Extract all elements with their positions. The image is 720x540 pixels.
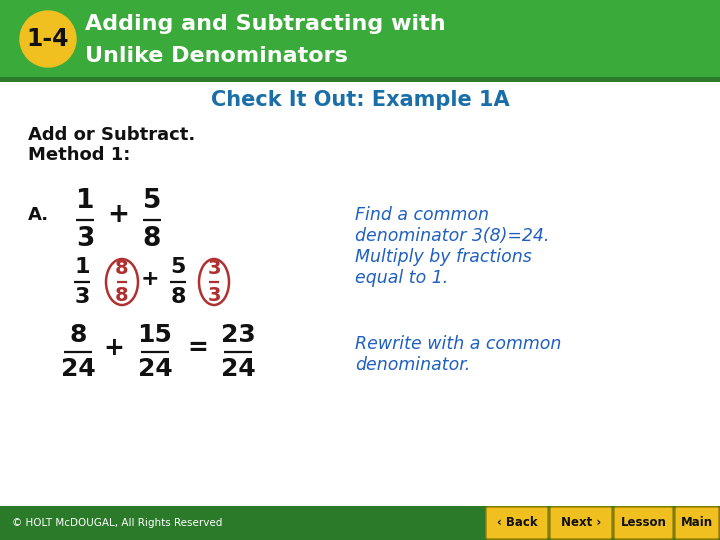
Circle shape [20, 11, 76, 67]
Text: 24: 24 [138, 357, 172, 381]
FancyBboxPatch shape [486, 507, 548, 539]
Text: 3: 3 [76, 226, 94, 252]
Text: 3: 3 [207, 286, 221, 305]
Text: Multiply by fractions: Multiply by fractions [355, 248, 532, 266]
Text: 24: 24 [60, 357, 95, 381]
FancyBboxPatch shape [0, 77, 720, 82]
FancyBboxPatch shape [675, 507, 719, 539]
Text: 1-4: 1-4 [27, 27, 69, 51]
FancyBboxPatch shape [0, 506, 720, 540]
Text: =: = [188, 336, 208, 360]
Text: +: + [140, 269, 159, 289]
Text: equal to 1.: equal to 1. [355, 269, 449, 287]
Text: Next ›: Next › [561, 516, 601, 530]
Text: 1: 1 [76, 188, 94, 214]
Text: +: + [104, 336, 125, 360]
Text: denominator 3(8)=24.: denominator 3(8)=24. [355, 227, 549, 245]
Text: 1: 1 [74, 257, 90, 277]
Text: 8: 8 [115, 286, 129, 305]
Text: 23: 23 [220, 322, 256, 347]
Text: 24: 24 [220, 357, 256, 381]
Text: Unlike Denominators: Unlike Denominators [85, 46, 348, 66]
Text: 8: 8 [143, 226, 161, 252]
Text: Main: Main [681, 516, 713, 530]
Text: ‹ Back: ‹ Back [497, 516, 537, 530]
Text: Rewrite with a common: Rewrite with a common [355, 335, 562, 353]
Text: 8: 8 [170, 287, 186, 307]
Text: Adding and Subtracting with: Adding and Subtracting with [85, 14, 446, 34]
Text: 8: 8 [115, 259, 129, 278]
Text: 3: 3 [207, 259, 221, 278]
Text: Lesson: Lesson [621, 516, 667, 530]
Text: +: + [107, 202, 129, 228]
Text: 8: 8 [69, 322, 86, 347]
Text: A.: A. [28, 206, 49, 224]
Text: Find a common: Find a common [355, 206, 489, 224]
FancyBboxPatch shape [550, 507, 612, 539]
Text: 3: 3 [74, 287, 90, 307]
Text: 5: 5 [171, 257, 186, 277]
FancyBboxPatch shape [614, 507, 673, 539]
Text: Add or Subtract.: Add or Subtract. [28, 126, 195, 144]
Text: Method 1:: Method 1: [28, 146, 130, 164]
Text: Check It Out: Example 1A: Check It Out: Example 1A [211, 90, 509, 110]
Text: © HOLT McDOUGAL, All Rights Reserved: © HOLT McDOUGAL, All Rights Reserved [12, 518, 222, 528]
Text: denominator.: denominator. [355, 356, 470, 374]
Text: 15: 15 [138, 322, 172, 347]
Text: 5: 5 [143, 188, 161, 214]
FancyBboxPatch shape [0, 0, 720, 78]
